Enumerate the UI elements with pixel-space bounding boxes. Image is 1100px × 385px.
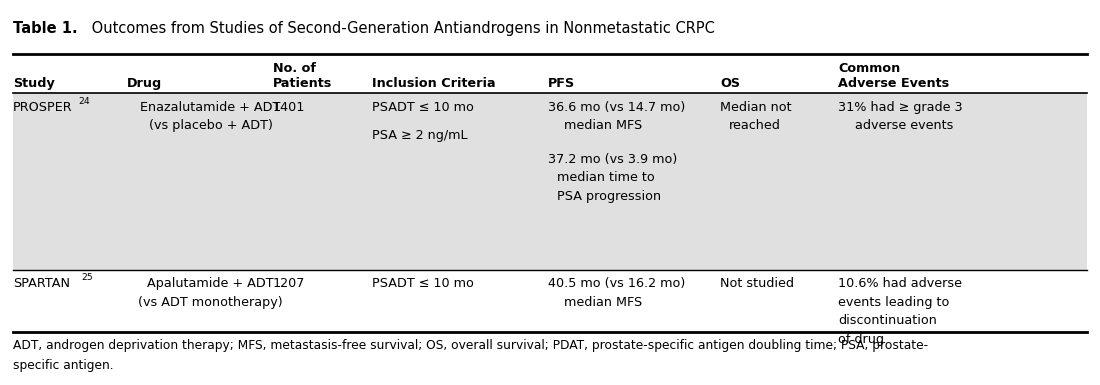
Text: PSADT ≤ 10 mo: PSADT ≤ 10 mo bbox=[372, 277, 474, 290]
Text: median MFS: median MFS bbox=[564, 119, 642, 132]
Text: median time to: median time to bbox=[557, 171, 654, 184]
Text: Table 1.: Table 1. bbox=[13, 21, 78, 36]
Text: (vs ADT monotherapy): (vs ADT monotherapy) bbox=[139, 296, 283, 309]
Text: Drug: Drug bbox=[126, 77, 162, 90]
Text: 31% had ≥ grade 3: 31% had ≥ grade 3 bbox=[838, 101, 962, 114]
Text: 25: 25 bbox=[81, 273, 94, 282]
Text: PFS: PFS bbox=[548, 77, 575, 90]
Text: 24: 24 bbox=[78, 97, 90, 106]
Text: 40.5 mo (vs 16.2 mo): 40.5 mo (vs 16.2 mo) bbox=[548, 277, 685, 290]
Text: of drug: of drug bbox=[838, 333, 884, 346]
Text: Outcomes from Studies of Second-Generation Antiandrogens in Nonmetastatic CRPC: Outcomes from Studies of Second-Generati… bbox=[87, 21, 715, 36]
Text: Study: Study bbox=[13, 77, 55, 90]
Text: 1207: 1207 bbox=[273, 277, 305, 290]
Text: 37.2 mo (vs 3.9 mo): 37.2 mo (vs 3.9 mo) bbox=[548, 152, 676, 166]
Text: PROSPER: PROSPER bbox=[13, 101, 73, 114]
Bar bbox=[13, 93, 1087, 270]
Text: events leading to: events leading to bbox=[838, 296, 949, 309]
Text: ADT, androgen deprivation therapy; MFS, metastasis-free survival; OS, overall su: ADT, androgen deprivation therapy; MFS, … bbox=[13, 339, 928, 352]
Text: SPARTAN: SPARTAN bbox=[13, 277, 70, 290]
Text: No. of: No. of bbox=[273, 62, 316, 75]
Text: PSA progression: PSA progression bbox=[557, 189, 661, 203]
Text: Enazalutamide + ADT: Enazalutamide + ADT bbox=[141, 101, 280, 114]
Text: Common: Common bbox=[838, 62, 901, 75]
Text: Patients: Patients bbox=[273, 77, 332, 90]
Text: OS: OS bbox=[720, 77, 740, 90]
Text: Apalutamide + ADT: Apalutamide + ADT bbox=[147, 277, 274, 290]
Text: PSADT ≤ 10 mo: PSADT ≤ 10 mo bbox=[372, 101, 474, 114]
Text: 10.6% had adverse: 10.6% had adverse bbox=[838, 277, 962, 290]
Text: Not studied: Not studied bbox=[720, 277, 794, 290]
Text: median MFS: median MFS bbox=[564, 296, 642, 309]
Text: (vs placebo + ADT): (vs placebo + ADT) bbox=[148, 119, 273, 132]
Text: Median not: Median not bbox=[720, 101, 792, 114]
Text: specific antigen.: specific antigen. bbox=[13, 359, 113, 372]
Text: adverse events: adverse events bbox=[855, 119, 953, 132]
Text: discontinuation: discontinuation bbox=[838, 314, 937, 327]
Text: 1401: 1401 bbox=[273, 101, 305, 114]
Text: Inclusion Criteria: Inclusion Criteria bbox=[372, 77, 495, 90]
Text: PSA ≥ 2 ng/mL: PSA ≥ 2 ng/mL bbox=[372, 129, 468, 142]
Text: Adverse Events: Adverse Events bbox=[838, 77, 949, 90]
Text: reached: reached bbox=[729, 119, 781, 132]
Text: 36.6 mo (vs 14.7 mo): 36.6 mo (vs 14.7 mo) bbox=[548, 101, 685, 114]
